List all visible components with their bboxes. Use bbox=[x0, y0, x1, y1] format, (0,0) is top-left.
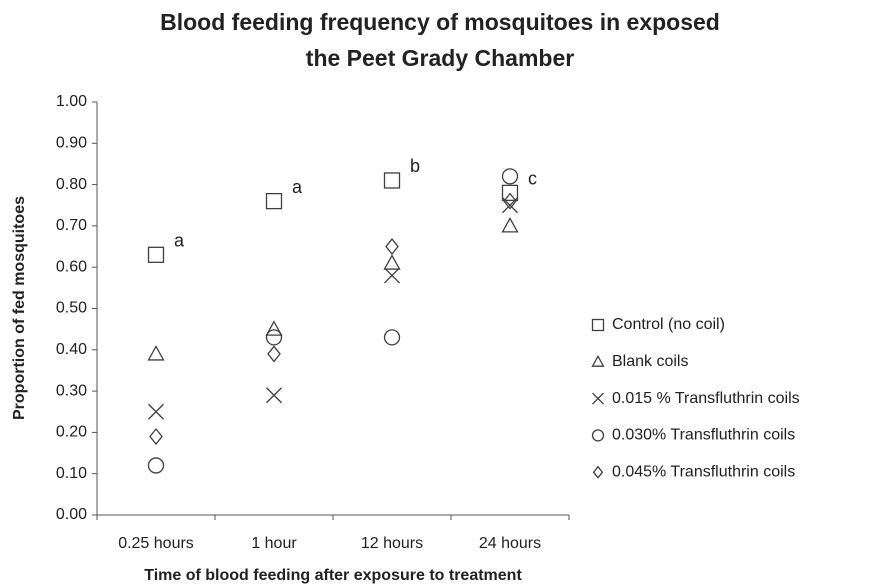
marker bbox=[385, 238, 399, 256]
legend-label: 0.045% Transfluthrin coils bbox=[612, 463, 795, 480]
marker bbox=[266, 387, 282, 404]
x-tick-label: 1 hour bbox=[251, 535, 297, 552]
marker bbox=[265, 329, 283, 346]
x-tick-label: 12 hours bbox=[361, 535, 423, 552]
legend-label: 0.030% Transfluthrin coils bbox=[612, 427, 795, 444]
marker bbox=[501, 184, 519, 202]
legend-marker bbox=[592, 392, 604, 405]
x-tick-label: 24 hours bbox=[479, 535, 541, 552]
y-tick-label: 1.00 bbox=[56, 93, 87, 110]
annotation: a bbox=[292, 177, 303, 197]
y-tick-label: 0.50 bbox=[56, 300, 87, 317]
marker bbox=[148, 403, 164, 420]
annotation: b bbox=[410, 156, 420, 176]
marker bbox=[383, 329, 401, 346]
annotation: c bbox=[528, 169, 537, 189]
marker bbox=[384, 267, 400, 284]
marker bbox=[267, 345, 281, 363]
legend-marker bbox=[592, 465, 604, 479]
y-tick-label: 0.30 bbox=[56, 382, 87, 399]
y-tick-label: 0.00 bbox=[56, 506, 87, 523]
x-axis-label: Time of blood feeding after exposure to … bbox=[144, 567, 522, 584]
y-tick-label: 0.40 bbox=[56, 341, 87, 358]
legend-label: Control (no coil) bbox=[612, 316, 725, 333]
marker bbox=[503, 192, 517, 210]
marker bbox=[265, 192, 283, 210]
y-tick-label: 0.80 bbox=[56, 176, 87, 193]
marker bbox=[265, 320, 283, 336]
legend-marker bbox=[591, 354, 605, 367]
y-tick-label: 0.20 bbox=[56, 424, 87, 441]
chart-title: the Peet Grady Chamber bbox=[306, 45, 574, 71]
marker bbox=[149, 427, 163, 446]
legend-label: 0.015 % Transfluthrin coils bbox=[612, 390, 800, 407]
y-tick-label: 0.10 bbox=[56, 465, 87, 482]
marker bbox=[501, 168, 519, 185]
marker bbox=[147, 246, 165, 263]
y-tick-label: 0.60 bbox=[56, 258, 87, 275]
chart-title: Blood feeding frequency of mosquitoes in… bbox=[160, 9, 720, 35]
annotation: a bbox=[174, 231, 185, 251]
y-tick-label: 0.70 bbox=[56, 217, 87, 234]
y-tick-label: 0.90 bbox=[56, 135, 87, 152]
x-tick-label: 0.25 hours bbox=[118, 535, 194, 552]
marker bbox=[147, 345, 165, 361]
legend-label: Blank coils bbox=[612, 353, 688, 370]
marker bbox=[383, 254, 401, 270]
marker bbox=[383, 172, 401, 189]
legend-marker bbox=[591, 318, 605, 332]
legend-marker bbox=[591, 429, 605, 442]
y-axis-label: Proportion of fed mosquitoes bbox=[11, 196, 28, 420]
marker bbox=[501, 217, 519, 233]
marker bbox=[147, 457, 165, 474]
